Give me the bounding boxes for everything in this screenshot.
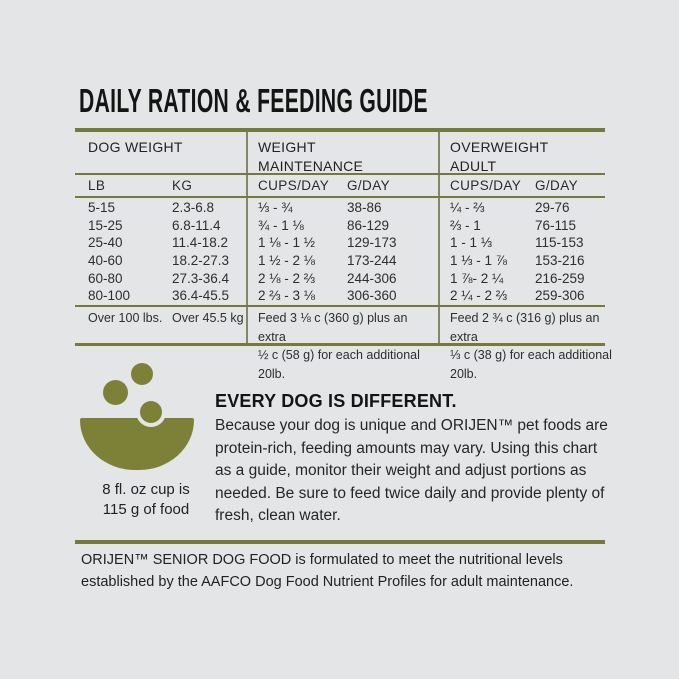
cell-g-overweight: 115-153 bbox=[535, 235, 584, 251]
cell-cups-overweight: 1 ⅞- 2 ¼ bbox=[450, 270, 504, 286]
table-row: 15-25 6.8-11.4 ¾ - 1 ⅛ 86-129 ⅔ - 1 76-1… bbox=[75, 217, 605, 235]
cell-lb: 40-60 bbox=[88, 253, 123, 269]
kibble-icon bbox=[140, 401, 162, 423]
cup-note-line1: 8 fl. oz cup is bbox=[102, 481, 190, 498]
cell-cups-overweight: 2 ¼ - 2 ⅔ bbox=[450, 288, 508, 304]
column-header-g-day-overweight: G/DAY bbox=[535, 178, 579, 193]
cell-g-maintenance: 306-360 bbox=[347, 288, 397, 304]
cell-g-overweight: 76-115 bbox=[535, 217, 577, 233]
page-title: DAILY RATION & FEEDING GUIDE bbox=[79, 82, 428, 119]
table-over-row-rule bbox=[75, 305, 605, 307]
column-group-dog-weight: DOG WEIGHT bbox=[88, 139, 183, 155]
cup-note-line2: 115 g of food bbox=[102, 500, 190, 518]
kibble-icon bbox=[131, 363, 153, 385]
cell-cups-maintenance: 2 ⅔ - 3 ⅛ bbox=[258, 288, 316, 304]
footnote-rule bbox=[75, 540, 605, 544]
column-header-cups-day-overweight: CUPS/DAY bbox=[450, 178, 522, 193]
cell-kg: 2.3-6.8 bbox=[172, 200, 215, 215]
column-header-kg: KG bbox=[172, 178, 193, 193]
cell-lb: 25-40 bbox=[88, 235, 123, 251]
cell-kg: 27.3-36.4 bbox=[172, 270, 230, 286]
cell-g-overweight: 259-306 bbox=[535, 288, 585, 304]
cell-g-maintenance: 86-129 bbox=[347, 217, 390, 233]
aafco-footnote: ORIJEN™ SENIOR DOG FOOD is formulated to… bbox=[81, 552, 574, 590]
feeding-table: DOG WEIGHT WEIGHT MAINTENANCE OVERWEIGHT… bbox=[75, 128, 612, 381]
info-heading: EVERY DOG IS DIFFERENT. bbox=[215, 391, 457, 411]
column-header-cups-day-maintenance: CUPS/DAY bbox=[258, 178, 330, 193]
cell-g-overweight: 29-76 bbox=[535, 200, 570, 215]
cell-g-maintenance: 173-244 bbox=[347, 253, 397, 269]
cell-g-overweight: 216-259 bbox=[535, 270, 585, 286]
table-divider-1 bbox=[246, 132, 248, 343]
cell-g-maintenance: 129-173 bbox=[347, 235, 397, 251]
cell-lb: 80-100 bbox=[88, 288, 131, 304]
cell-g-overweight: 153-216 bbox=[535, 253, 585, 269]
column-group-overweight-adult: OVERWEIGHT ADULT bbox=[450, 139, 549, 174]
cell-lb: 15-25 bbox=[88, 217, 123, 233]
column-group-weight-maintenance: WEIGHT MAINTENANCE bbox=[258, 139, 364, 174]
cell-cups-overweight: ¼ - ⅔ bbox=[450, 200, 485, 215]
cell-kg: 18.2-27.3 bbox=[172, 253, 230, 269]
table-body: 5-15 2.3-6.8 ⅓ - ¾ 38-86 ¼ - ⅔ 29-76 15-… bbox=[75, 199, 605, 305]
cell-cups-overweight: ⅔ - 1 bbox=[450, 217, 481, 233]
cell-cups-maintenance: ⅓ - ¾ bbox=[258, 200, 293, 215]
cell-cups-maintenance: 1 ½ - 2 ⅛ bbox=[258, 253, 316, 269]
table-bottom-rule bbox=[75, 343, 605, 346]
cell-cups-overweight: 1 - 1 ⅓ bbox=[450, 235, 493, 251]
table-subheader-rule bbox=[75, 196, 605, 198]
cell-g-maintenance: 38-86 bbox=[347, 200, 382, 215]
cup-measure-note: 8 fl. oz cup is 115 g of food bbox=[82, 480, 210, 519]
table-row: 25-40 11.4-18.2 1 ⅛ - 1 ½ 129-173 1 - 1 … bbox=[75, 234, 605, 252]
table-row: 60-80 27.3-36.4 2 ⅛ - 2 ⅔ 244-306 1 ⅞- 2… bbox=[75, 270, 605, 288]
cell-cups-overweight: 1 ⅓ - 1 ⅞ bbox=[450, 253, 508, 269]
table-row: 80-100 36.4-45.5 2 ⅔ - 3 ⅛ 306-360 2 ¼ -… bbox=[75, 287, 605, 305]
cell-over-kg: Over 45.5 kg bbox=[172, 311, 244, 325]
cell-lb: 60-80 bbox=[88, 270, 123, 286]
cell-cups-maintenance: 2 ⅛ - 2 ⅔ bbox=[258, 270, 316, 286]
cell-kg: 11.4-18.2 bbox=[172, 235, 229, 251]
cell-cups-maintenance: 1 ⅛ - 1 ½ bbox=[258, 235, 316, 251]
table-row: 5-15 2.3-6.8 ⅓ - ¾ 38-86 ¼ - ⅔ 29-76 bbox=[75, 199, 605, 217]
cell-lb: 5-15 bbox=[88, 200, 116, 215]
table-divider-2 bbox=[438, 132, 440, 343]
table-row: 40-60 18.2-27.3 1 ½ - 2 ⅛ 173-244 1 ⅓ - … bbox=[75, 252, 605, 270]
cell-g-maintenance: 244-306 bbox=[347, 270, 397, 286]
kibble-icon bbox=[103, 380, 128, 405]
table-top-rule bbox=[75, 128, 605, 132]
column-header-lb: LB bbox=[88, 178, 106, 193]
cell-kg: 6.8-11.4 bbox=[172, 217, 221, 233]
table-row-over-100: Over 100 lbs. Over 45.5 kg Feed 3 ⅛ c (3… bbox=[75, 309, 612, 381]
food-bowl-icon bbox=[80, 418, 194, 470]
cell-cups-maintenance: ¾ - 1 ⅛ bbox=[258, 217, 304, 233]
cell-kg: 36.4-45.5 bbox=[172, 288, 230, 304]
cell-over-lb: Over 100 lbs. bbox=[88, 311, 163, 325]
info-body: Because your dog is unique and ORIJEN™ p… bbox=[215, 417, 608, 525]
cell-over-maintenance: Feed 3 ⅛ c (360 g) plus an extra ½ c (58… bbox=[258, 311, 420, 381]
table-header-rule bbox=[75, 173, 605, 175]
column-header-g-day-maintenance: G/DAY bbox=[347, 178, 391, 193]
cell-over-overweight: Feed 2 ¾ c (316 g) plus an extra ⅓ c (38… bbox=[450, 311, 612, 381]
